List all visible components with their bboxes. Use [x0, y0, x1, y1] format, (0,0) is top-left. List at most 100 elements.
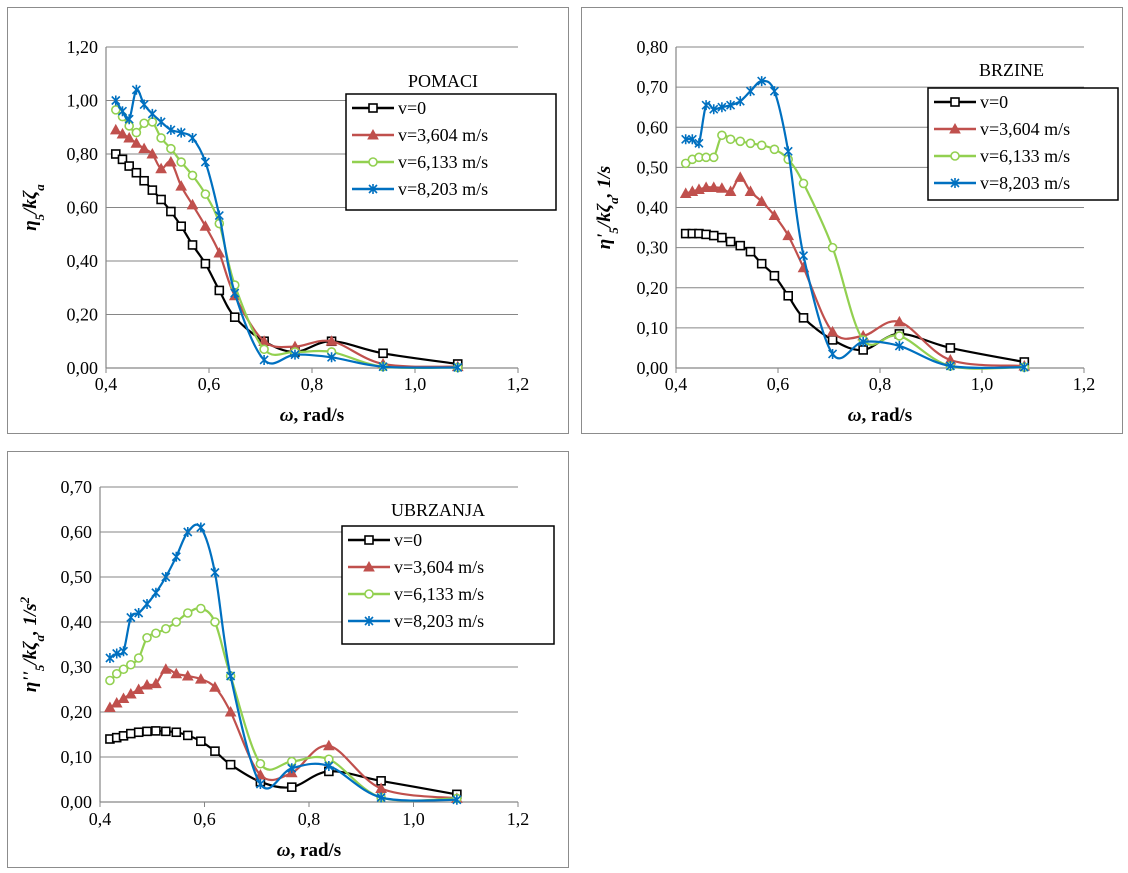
legend-label: v=0	[980, 92, 1008, 112]
data-point	[111, 95, 121, 106]
data-point	[681, 134, 691, 145]
data-point	[945, 360, 955, 371]
data-point	[123, 131, 136, 143]
series-line	[685, 176, 1025, 368]
data-point	[134, 608, 144, 618]
data-point	[151, 628, 161, 639]
legend-marker	[363, 560, 375, 572]
data-point	[725, 236, 736, 247]
data-point	[783, 146, 793, 157]
data-point	[200, 258, 211, 269]
data-point	[161, 726, 171, 737]
x-tick-label: 0,6	[193, 809, 216, 829]
data-point	[782, 229, 795, 241]
y-tick-label: 0,00	[61, 792, 93, 812]
data-point	[769, 86, 779, 97]
data-point	[213, 246, 226, 258]
data-point	[210, 567, 220, 578]
series-4	[681, 76, 1029, 373]
series-line	[109, 729, 458, 796]
data-point	[183, 527, 193, 537]
data-point	[105, 653, 115, 663]
data-point	[146, 147, 159, 159]
data-point	[725, 134, 736, 145]
data-point	[200, 189, 211, 199]
series-1	[105, 726, 462, 800]
x-tick-label: 0,4	[95, 374, 118, 394]
legend-marker	[950, 151, 960, 161]
x-tick-label: 1,0	[402, 809, 425, 829]
data-point	[717, 232, 727, 243]
legend-label: v=8,203 m/s	[394, 611, 484, 631]
data-point	[894, 340, 904, 351]
legend-label: v=6,133 m/s	[394, 584, 484, 604]
data-point	[171, 551, 181, 562]
data-point	[147, 108, 157, 119]
x-tick-label: 0,8	[869, 374, 892, 394]
data-point	[147, 185, 158, 195]
data-point	[768, 209, 781, 221]
legend-marker	[950, 97, 960, 107]
legend-label: v=3,604 m/s	[394, 557, 484, 577]
x-tick-label: 0,6	[198, 374, 221, 394]
x-tick-label: 0,8	[298, 809, 321, 829]
y-tick-label: 0,60	[61, 522, 93, 542]
data-point	[141, 678, 153, 690]
y-axis-title: η'5/kζa, 1/s	[594, 166, 621, 250]
data-point	[131, 167, 142, 178]
y-tick-label: 0,50	[637, 157, 669, 177]
x-tick-label: 1,2	[1073, 374, 1096, 394]
data-point	[757, 76, 767, 87]
legend-marker	[364, 616, 374, 626]
data-point	[798, 313, 809, 323]
data-point	[687, 134, 697, 145]
data-point	[133, 653, 144, 663]
data-point	[323, 739, 335, 751]
data-point	[110, 105, 121, 115]
data-point	[945, 343, 956, 353]
data-point	[194, 673, 207, 684]
data-point	[230, 288, 240, 299]
data-point	[176, 127, 186, 138]
legend-label: v=3,604 m/s	[398, 125, 488, 145]
data-point	[124, 161, 134, 171]
data-point	[734, 171, 747, 182]
legend-marker	[368, 184, 378, 194]
data-point	[827, 242, 838, 253]
y-tick-label: 0,20	[61, 702, 93, 722]
chart-panel-brzine: 0,00 0,10 0,20 0,30 0,40 0,50 0,60 0,70 0,80 0,4 0…	[581, 7, 1123, 434]
data-point	[176, 221, 186, 232]
data-point	[147, 117, 158, 127]
data-point	[735, 240, 746, 251]
data-point	[226, 671, 236, 681]
data-point	[826, 325, 839, 337]
data-point	[159, 663, 172, 674]
data-point	[324, 761, 334, 771]
data-point	[187, 132, 198, 143]
legend-marker	[949, 122, 961, 134]
data-point	[200, 157, 210, 168]
data-point	[709, 104, 719, 115]
data-point	[255, 758, 266, 769]
data-point	[701, 229, 711, 240]
data-point	[151, 726, 161, 736]
data-point	[452, 794, 462, 805]
x-tick-label: 1,0	[404, 374, 427, 394]
data-point	[166, 206, 176, 217]
y-axis-title: η''5/kζa, 1/s2	[17, 596, 47, 692]
data-point	[798, 250, 809, 261]
data-point	[111, 668, 122, 679]
data-point	[142, 726, 152, 737]
data-point	[717, 102, 727, 113]
data-point	[182, 608, 193, 618]
data-point	[117, 106, 128, 117]
legend-box	[341, 525, 555, 645]
chart-title: UBRZANJA	[391, 500, 485, 520]
data-point	[126, 728, 136, 739]
data-point	[112, 648, 122, 659]
data-point	[126, 659, 136, 670]
legend-marker	[368, 103, 378, 113]
x-axis-title: ω, rad/s	[277, 840, 341, 861]
y-tick-label: 0,00	[67, 358, 99, 378]
legend: v=0 v=3,604 m/s v=6,133 m/s v=8,203 m/s	[341, 525, 555, 645]
